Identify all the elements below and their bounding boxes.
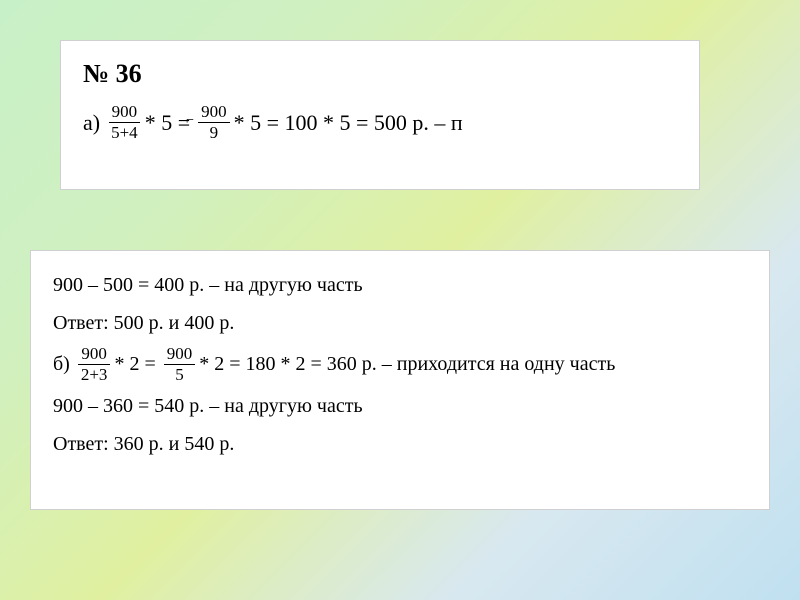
partB-answer: Ответ: 360 р. и 540 р. bbox=[53, 428, 747, 460]
top-card: № 36 ⌐ а) 900 5+4 * 5 = 900 9 * 5 = 100 … bbox=[60, 40, 700, 190]
partB-line1: б) 900 2+3 * 2 = 900 5 * 2 = 180 * 2 = 3… bbox=[53, 345, 747, 384]
partA-frac2: 900 9 bbox=[198, 103, 230, 142]
bottom-card: 900 – 500 = 400 р. – на другую часть Отв… bbox=[30, 250, 770, 510]
partB-op1: * 2 = bbox=[114, 348, 155, 380]
partA-op2: * 5 = 100 * 5 = 500 р. – п bbox=[234, 105, 463, 140]
partB-line2: 900 – 360 = 540 р. – на другую часть bbox=[53, 390, 747, 422]
partA-label: а) bbox=[83, 105, 100, 140]
partA-frac1: 900 5+4 bbox=[108, 103, 141, 142]
partA-op1: * 5 = bbox=[145, 105, 190, 140]
partA-line2: 900 – 500 = 400 р. – на другую часть bbox=[53, 269, 747, 301]
frac-den: 5 bbox=[172, 365, 187, 384]
partB-label: б) bbox=[53, 348, 70, 380]
frac-den: 2+3 bbox=[78, 365, 111, 384]
frac-den: 5+4 bbox=[108, 123, 141, 142]
frac-num: 900 bbox=[198, 103, 230, 123]
frac-num: 900 bbox=[164, 345, 196, 365]
problem-number: № 36 bbox=[83, 59, 677, 89]
frac-num: 900 bbox=[78, 345, 110, 365]
cursor-mark: ⌐ bbox=[186, 113, 194, 129]
partB-op2: * 2 = 180 * 2 = 360 р. – приходится на о… bbox=[199, 348, 615, 380]
frac-den: 9 bbox=[207, 123, 222, 142]
frac-num: 900 bbox=[109, 103, 141, 123]
partA-line1: а) 900 5+4 * 5 = 900 9 * 5 = 100 * 5 = 5… bbox=[83, 103, 677, 142]
partB-frac2: 900 5 bbox=[164, 345, 196, 384]
partB-frac1: 900 2+3 bbox=[78, 345, 111, 384]
partA-answer: Ответ: 500 р. и 400 р. bbox=[53, 307, 747, 339]
